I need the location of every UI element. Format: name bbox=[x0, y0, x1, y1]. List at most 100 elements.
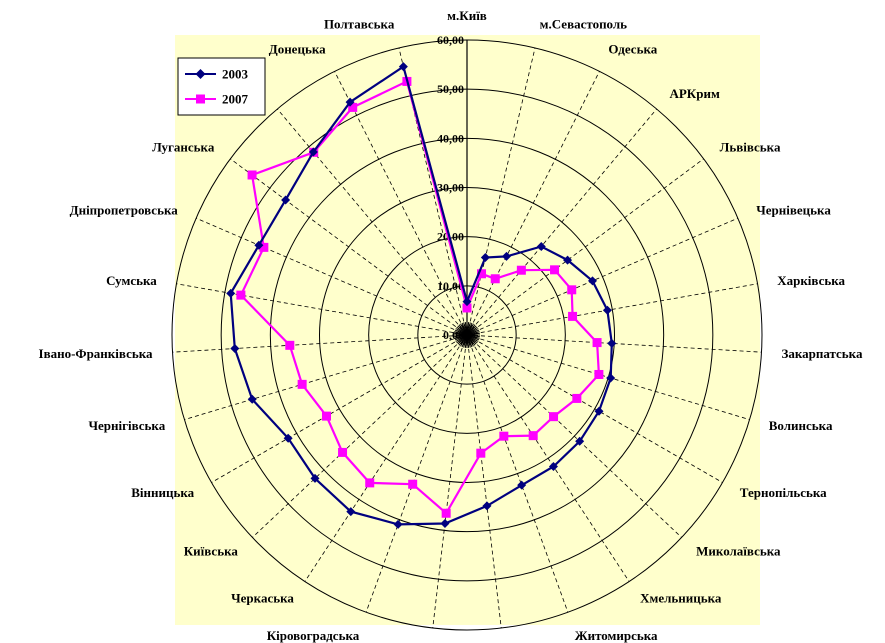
point-2007 bbox=[490, 274, 500, 284]
axis-label: Тернопільська bbox=[740, 485, 827, 500]
point-2007 bbox=[462, 303, 472, 313]
point-2003 bbox=[594, 406, 604, 416]
axis-label: Чернівецька bbox=[756, 203, 831, 218]
tick-label: 30,00 bbox=[437, 181, 464, 195]
point-2003 bbox=[607, 338, 617, 348]
grid-spoke bbox=[466, 158, 704, 336]
axis-label: Львівська bbox=[720, 139, 781, 154]
point-2003 bbox=[606, 373, 616, 383]
point-2007 bbox=[297, 379, 307, 389]
legend-marker-2003 bbox=[195, 69, 206, 79]
axis-label: Житомирська bbox=[575, 628, 658, 643]
grid-spoke bbox=[252, 334, 468, 538]
point-2007 bbox=[259, 242, 269, 252]
grid-spoke bbox=[466, 108, 657, 336]
axis-label: Вінницька bbox=[131, 485, 194, 500]
axis-label: Дніпропетровська bbox=[70, 203, 179, 218]
point-2003 bbox=[393, 519, 403, 529]
grid-spoke bbox=[184, 334, 468, 420]
point-2007 bbox=[549, 412, 559, 422]
point-2003 bbox=[310, 473, 320, 483]
grid-spoke bbox=[466, 71, 600, 336]
point-2003 bbox=[536, 241, 546, 251]
tick-label: 40,00 bbox=[437, 131, 464, 145]
grid-spoke bbox=[230, 158, 468, 336]
tick-label: 60,00 bbox=[437, 33, 464, 47]
legend: 2003 2007 bbox=[177, 57, 266, 116]
point-2007 bbox=[338, 447, 348, 457]
grid-spoke bbox=[211, 334, 468, 483]
legend-marker-2007 bbox=[196, 94, 205, 104]
legend-label-2007: 2007 bbox=[222, 92, 249, 107]
point-2007 bbox=[592, 338, 602, 348]
point-2007 bbox=[528, 431, 538, 441]
point-2003 bbox=[346, 507, 356, 517]
point-2007 bbox=[568, 311, 578, 321]
point-2007 bbox=[516, 265, 526, 275]
point-2003 bbox=[482, 501, 492, 511]
point-2007 bbox=[594, 369, 604, 379]
grid-spoke bbox=[466, 217, 739, 336]
grid-spoke bbox=[466, 334, 723, 483]
axis-label: Сумська bbox=[106, 273, 157, 288]
grid-spoke bbox=[466, 334, 630, 582]
tick-label: 0,00 bbox=[443, 328, 464, 342]
axis-label: Донецька bbox=[269, 42, 326, 57]
grid-spoke bbox=[365, 334, 468, 613]
point-2007 bbox=[567, 285, 577, 295]
point-2007 bbox=[408, 479, 418, 489]
series-line-2003 bbox=[229, 64, 613, 526]
tick-label: 10,00 bbox=[437, 279, 464, 293]
point-2003 bbox=[588, 276, 598, 286]
grid-spoke bbox=[277, 108, 468, 336]
grid-spoke bbox=[176, 283, 468, 336]
point-2003 bbox=[230, 344, 240, 354]
point-2003 bbox=[254, 240, 264, 250]
grid-spoke bbox=[466, 283, 758, 336]
point-2007 bbox=[321, 411, 331, 421]
series-layer bbox=[226, 62, 617, 529]
point-2003 bbox=[283, 433, 293, 443]
axis-label: Київська bbox=[184, 544, 239, 559]
grid-spoke bbox=[466, 47, 536, 336]
point-2007 bbox=[441, 508, 451, 518]
axis-label: Закарпатська bbox=[781, 346, 863, 361]
point-2003 bbox=[602, 305, 612, 315]
series-line-2007 bbox=[239, 79, 601, 515]
point-2007 bbox=[477, 269, 487, 279]
axis-label: Хмельницька bbox=[640, 591, 722, 606]
legend-box bbox=[177, 57, 266, 116]
point-2003 bbox=[226, 288, 236, 298]
axis-label: Черкаська bbox=[231, 591, 294, 606]
grid-spoke bbox=[172, 334, 468, 353]
grid-spoke bbox=[432, 334, 468, 629]
axis-label: Полтавська bbox=[324, 16, 395, 31]
point-2007 bbox=[348, 102, 358, 112]
point-2007 bbox=[476, 448, 486, 458]
axis-label: Волинська bbox=[769, 418, 833, 433]
axis-label: Одеська bbox=[608, 42, 657, 57]
point-2003 bbox=[563, 255, 573, 265]
hub-center bbox=[462, 330, 472, 340]
point-2003 bbox=[247, 394, 257, 404]
axis-labels: м.Київ м.Севастополь Одеська АРКрим Львівськ… bbox=[39, 8, 863, 643]
point-2003 bbox=[462, 297, 472, 307]
point-2003 bbox=[501, 251, 511, 261]
point-2007 bbox=[572, 393, 582, 403]
point-2007 bbox=[499, 431, 509, 441]
grid-spoke bbox=[195, 217, 468, 336]
axis-label: Луганська bbox=[152, 139, 215, 154]
point-2003 bbox=[345, 97, 355, 107]
grid-spoke bbox=[334, 71, 468, 336]
point-2003 bbox=[308, 147, 318, 157]
point-2007 bbox=[365, 478, 375, 488]
axis-label: м.Київ bbox=[447, 8, 487, 23]
point-2003 bbox=[398, 62, 408, 72]
axis-label: м.Севастополь bbox=[540, 16, 628, 31]
point-2003 bbox=[440, 519, 450, 529]
point-2003 bbox=[517, 480, 527, 490]
axis-label: Харківська bbox=[777, 273, 845, 288]
tick-label: 50,00 bbox=[437, 82, 464, 96]
